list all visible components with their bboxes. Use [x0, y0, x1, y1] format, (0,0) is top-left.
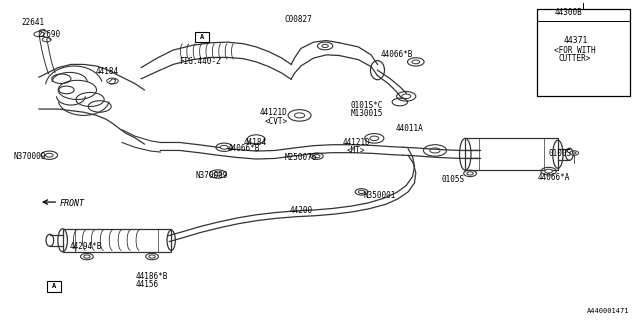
Text: 44200: 44200	[289, 206, 312, 215]
Text: N350001: N350001	[364, 190, 396, 200]
Circle shape	[45, 153, 53, 157]
Text: 44066*B: 44066*B	[227, 144, 260, 153]
Text: <MT>: <MT>	[347, 146, 365, 155]
Circle shape	[220, 145, 228, 149]
Circle shape	[149, 255, 156, 258]
Text: N370009: N370009	[13, 152, 46, 161]
Text: C00827: C00827	[285, 15, 312, 24]
Text: 44121D: 44121D	[342, 138, 370, 147]
Text: A: A	[200, 34, 204, 40]
Circle shape	[358, 190, 365, 194]
Text: 44184: 44184	[95, 67, 118, 76]
Circle shape	[84, 255, 90, 258]
Text: 0100S: 0100S	[548, 149, 572, 158]
Bar	[537, 9, 630, 96]
Text: A440001471: A440001471	[588, 308, 630, 314]
Text: 44011A: 44011A	[396, 124, 423, 132]
Text: 0101S*C: 0101S*C	[351, 101, 383, 110]
Text: 22690: 22690	[37, 30, 60, 39]
Text: FIG.440-2: FIG.440-2	[179, 57, 221, 66]
Text: <FOR WITH: <FOR WITH	[554, 46, 595, 55]
Bar	[195, 32, 209, 42]
Text: N370009: N370009	[195, 172, 228, 180]
Text: <CVT>: <CVT>	[264, 116, 287, 126]
Text: M250076: M250076	[285, 153, 317, 162]
Bar	[465, 138, 558, 170]
Text: 44156: 44156	[136, 280, 159, 289]
Text: 44294*B: 44294*B	[70, 242, 102, 251]
Text: 44371: 44371	[564, 36, 588, 45]
Circle shape	[322, 44, 328, 48]
Circle shape	[214, 172, 221, 176]
Text: CUTTER>: CUTTER>	[559, 54, 591, 63]
Text: 44066*B: 44066*B	[381, 50, 413, 59]
Circle shape	[314, 155, 320, 158]
Circle shape	[467, 172, 473, 175]
Text: 44300B: 44300B	[555, 8, 583, 17]
Bar	[47, 281, 61, 292]
Circle shape	[572, 152, 576, 154]
Text: 44121D: 44121D	[259, 108, 287, 117]
Text: 0105S: 0105S	[442, 175, 465, 184]
Circle shape	[402, 94, 411, 99]
Bar	[63, 229, 172, 252]
Text: 44184: 44184	[243, 138, 266, 147]
Text: M130015: M130015	[351, 109, 383, 118]
Text: 44066*A: 44066*A	[537, 173, 570, 182]
Circle shape	[545, 169, 552, 173]
Text: 44186*B: 44186*B	[136, 272, 168, 281]
Text: A: A	[52, 284, 56, 290]
Text: 22641: 22641	[21, 19, 44, 28]
Circle shape	[412, 60, 420, 64]
Text: FRONT: FRONT	[60, 198, 85, 207]
